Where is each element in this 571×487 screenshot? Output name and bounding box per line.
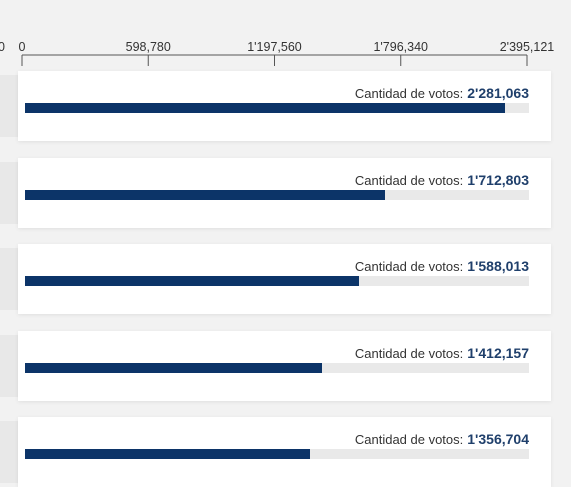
bar-track (25, 363, 529, 373)
data-label: 2'281,063 (467, 85, 529, 101)
x-tick-label: 0 (19, 40, 26, 54)
bar (25, 276, 360, 286)
row-side-strip (0, 421, 18, 483)
bar (25, 363, 323, 373)
bar-track (25, 449, 529, 459)
vote-count-label: Cantidad de votos: 1'356,704 (355, 431, 529, 447)
bar-track (25, 103, 529, 113)
vote-count-caption: Cantidad de votos: (354, 173, 464, 188)
x-tick-label: 1'197,560 (247, 40, 302, 54)
row-side-strip (0, 335, 18, 397)
bar-track (25, 190, 529, 200)
bar (25, 103, 505, 113)
vote-count-label: Cantidad de votos: 1'588,013 (355, 258, 529, 274)
bar-card: Cantidad de votos: 1'412,157 (18, 331, 551, 401)
data-label: 1'412,157 (467, 345, 529, 361)
data-label: 1'588,013 (467, 258, 529, 274)
vote-count-label: Cantidad de votos: 1'712,803 (355, 172, 529, 188)
x-tick-label: 1'796,340 (373, 40, 428, 54)
vote-count-caption: Cantidad de votos: (354, 86, 464, 101)
bar-card: Cantidad de votos: 2'281,063 (18, 71, 551, 141)
x-tick-label: 598,780 (126, 40, 171, 54)
bar-card: Cantidad de votos: 1'356,704 (18, 417, 551, 487)
data-label: 1'712,803 (467, 172, 529, 188)
x-tick-label: 2'395,121 (500, 40, 555, 54)
vote-count-caption: Cantidad de votos: (354, 346, 464, 361)
vote-count-caption: Cantidad de votos: (354, 432, 464, 447)
data-label: 1'356,704 (467, 431, 529, 447)
vote-count-label: Cantidad de votos: 2'281,063 (355, 85, 529, 101)
row-side-strip (0, 75, 18, 137)
bar-card: Cantidad de votos: 1'588,013 (18, 244, 551, 314)
row-side-strip (0, 248, 18, 310)
row-side-strip (0, 162, 18, 224)
bar (25, 449, 311, 459)
bar-track (25, 276, 529, 286)
x-axis: 0 598,780 1'197,560 1'796,340 2'395,121 (19, 40, 555, 66)
vote-count-label: Cantidad de votos: 1'412,157 (355, 345, 529, 361)
vote-count-caption: Cantidad de votos: (354, 259, 464, 274)
clipped-axis-label: 0 (0, 40, 5, 54)
bar-card: Cantidad de votos: 1'712,803 (18, 158, 551, 228)
bar (25, 190, 386, 200)
